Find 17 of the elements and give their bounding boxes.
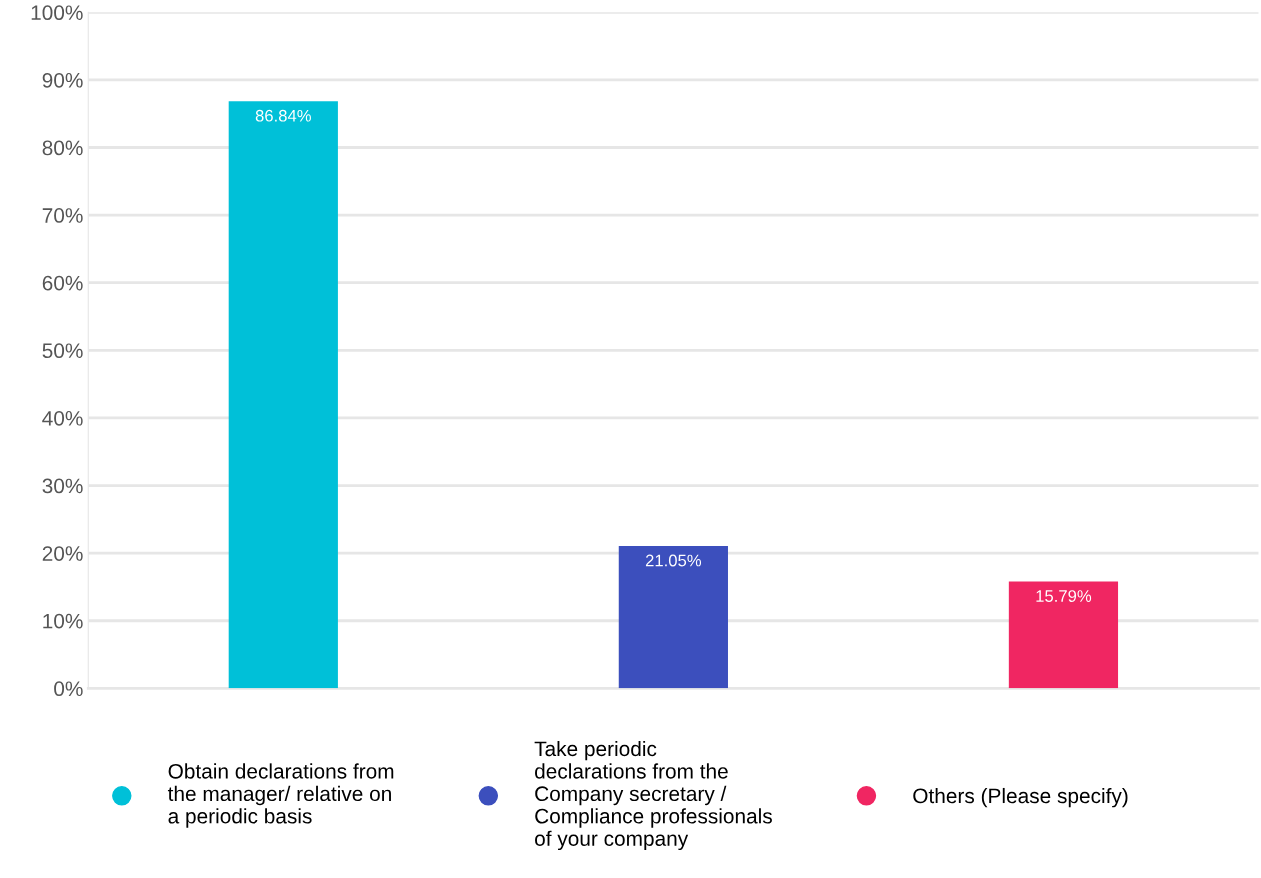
legend-label: Take periodic declarations from the Company secretary / Compliance professionals of your company — [534, 740, 772, 851]
y-tick-label: 10% — [43, 613, 83, 629]
y-tick-label: 50% — [42, 343, 83, 359]
y-tick-label: 60% — [42, 275, 83, 291]
y-tick-label: 90% — [42, 72, 83, 88]
data-label: 15.79% — [1036, 590, 1092, 602]
y-tick-label: 80% — [42, 140, 83, 156]
y-tick-label: 40% — [42, 410, 83, 426]
data-label: 21.05% — [645, 554, 702, 567]
y-tick-label: 20% — [42, 546, 83, 561]
y-tick-label: 100% — [31, 5, 83, 21]
legend-label: Others (Please specify) — [913, 787, 1128, 808]
y-tick-label: 0% — [54, 681, 83, 697]
y-tick-label: 30% — [42, 478, 83, 494]
data-label: 86.84% — [255, 109, 311, 122]
y-tick-label: 70% — [42, 208, 83, 223]
legend-label: Obtain declarations from the manager/ relative on a periodic basis — [167, 763, 394, 828]
